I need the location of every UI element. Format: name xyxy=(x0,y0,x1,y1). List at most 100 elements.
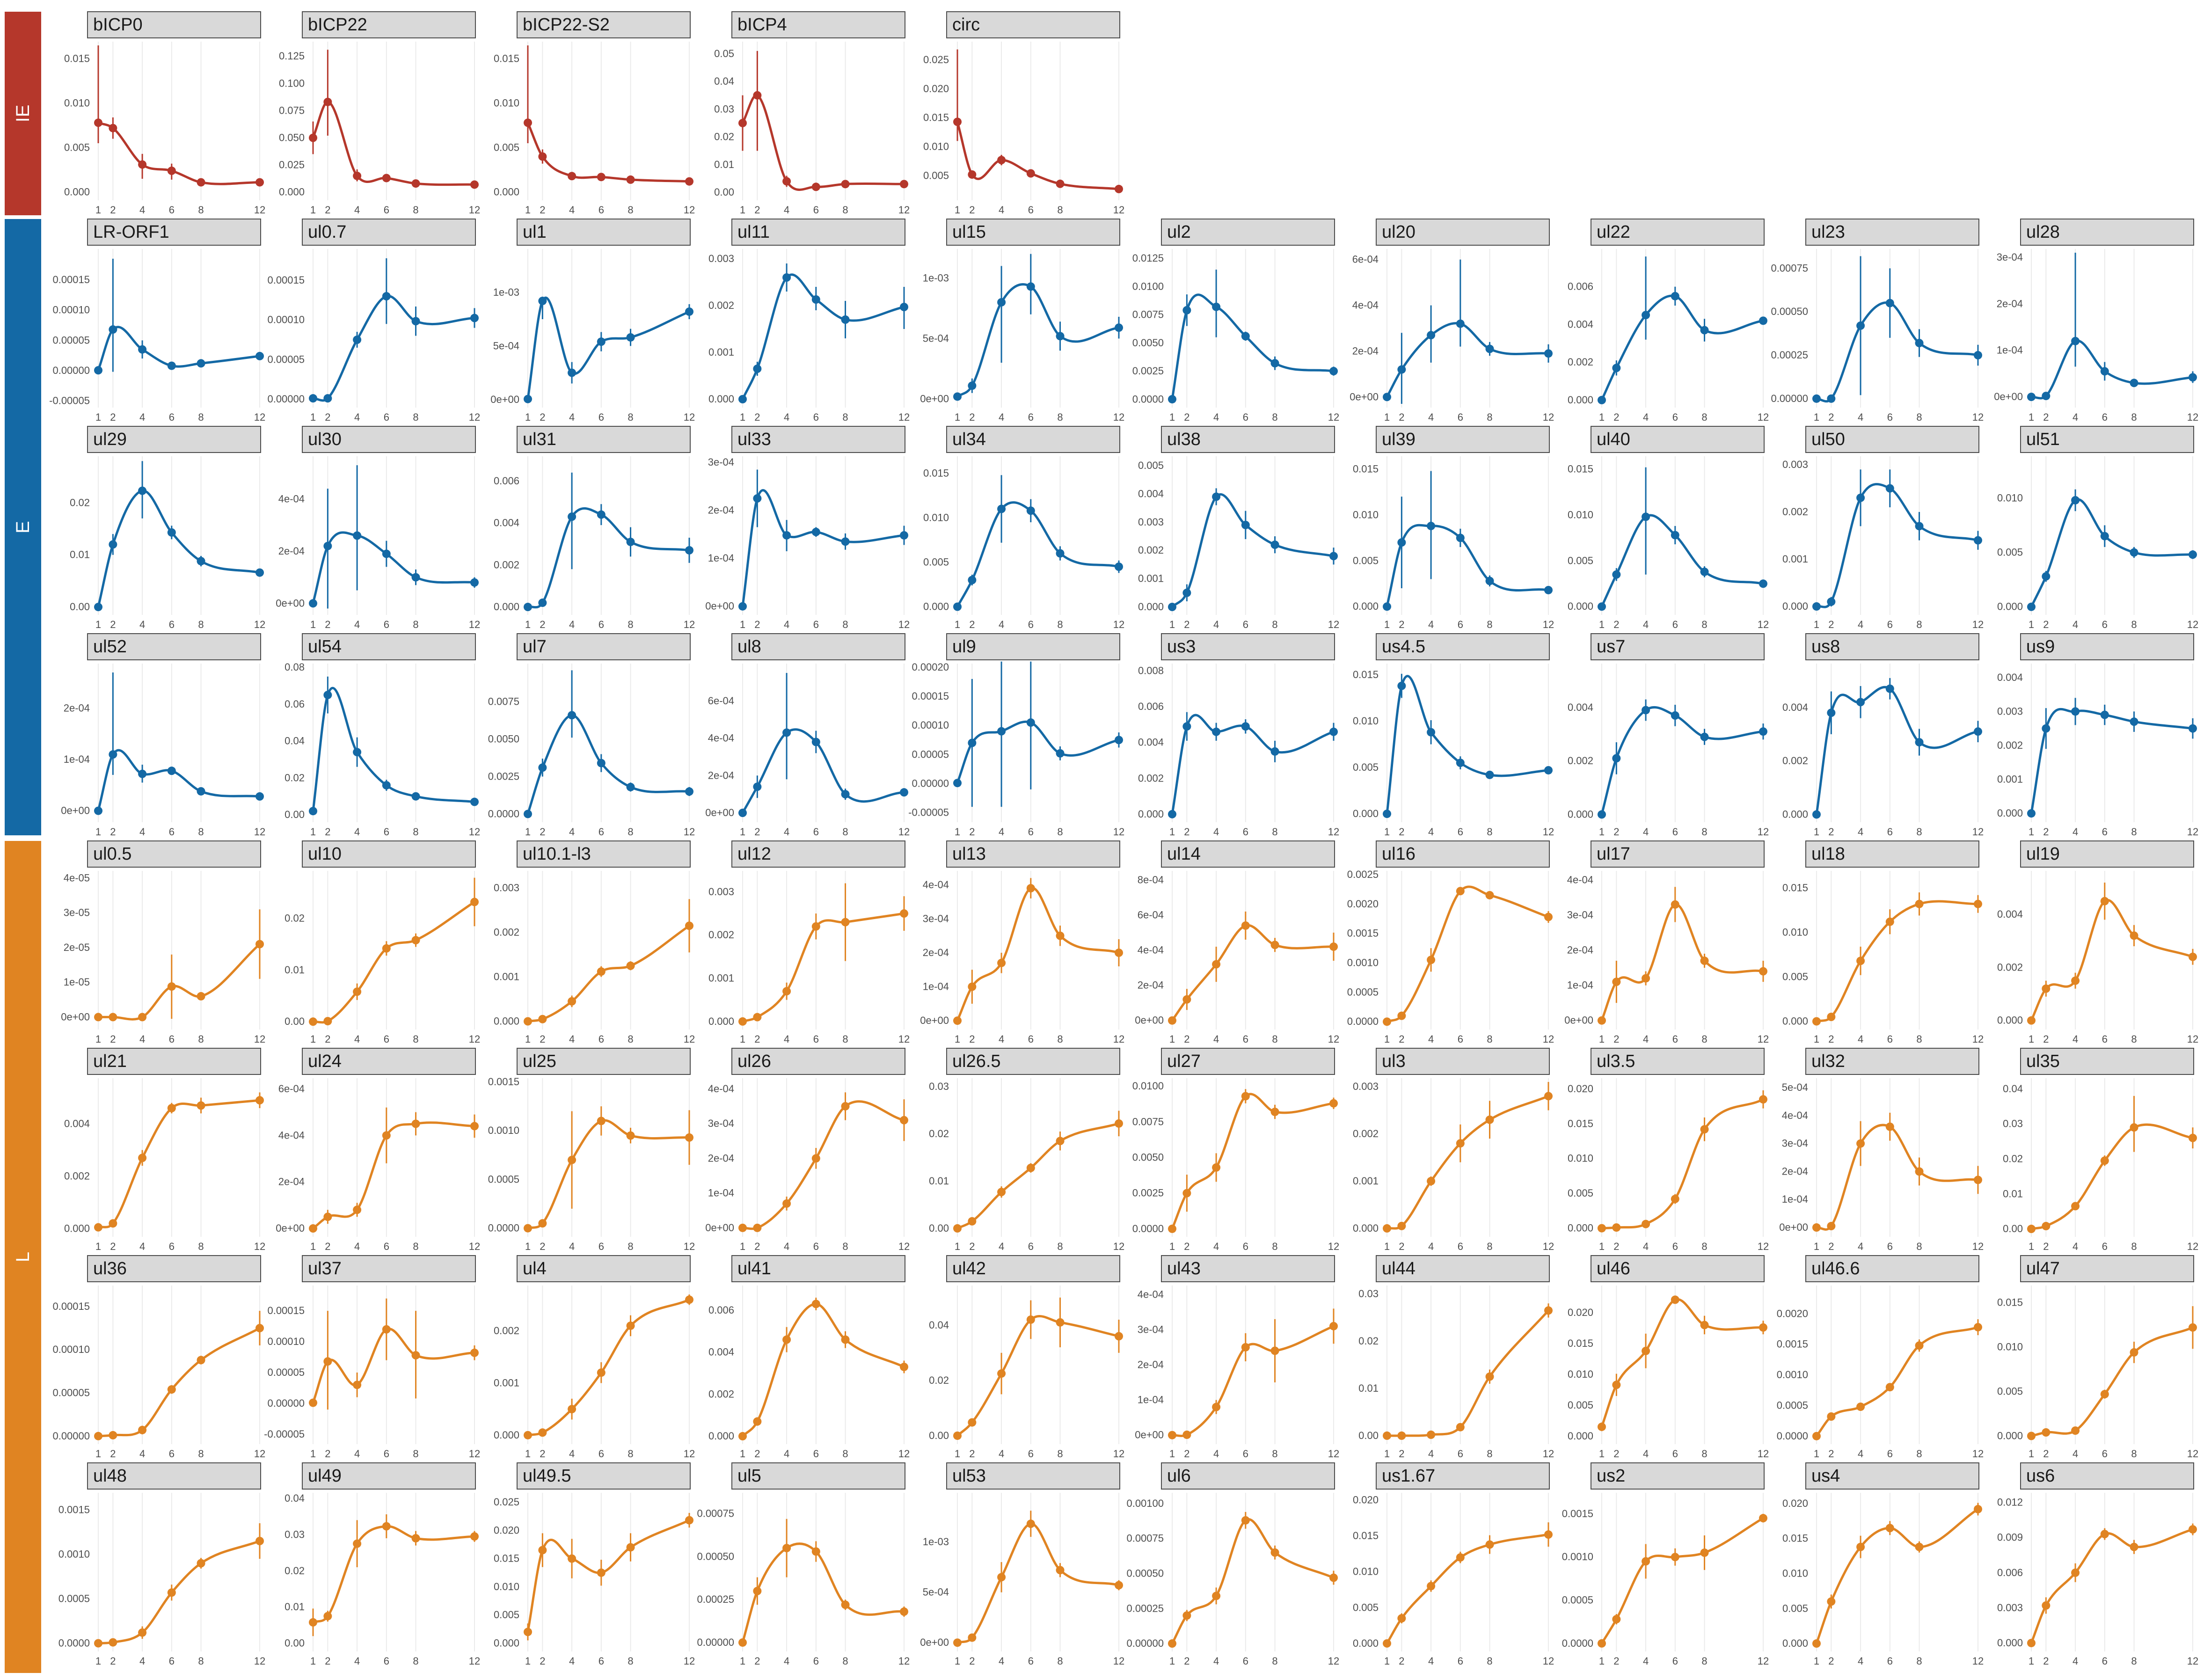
x-tick-label: 1 xyxy=(955,411,960,423)
series-line xyxy=(1386,885,1549,1023)
data-point xyxy=(1974,899,1982,908)
x-tick-label: 1 xyxy=(525,1655,531,1667)
x-tick-label: 8 xyxy=(1487,826,1492,838)
series-line xyxy=(527,925,690,1023)
x-tick-label: 6 xyxy=(813,826,819,838)
x-tick-label: 2 xyxy=(2043,826,2049,838)
y-tick-label: 0.010 xyxy=(1568,509,1593,520)
y-tick-label: 0.010 xyxy=(1568,1153,1593,1164)
data-point xyxy=(1212,492,1221,501)
panel-title: ul21 xyxy=(93,1052,127,1071)
panel-title: ul8 xyxy=(737,637,761,657)
data-point xyxy=(2042,1222,2050,1231)
x-tick-label: 4 xyxy=(2072,1448,2078,1460)
data-point xyxy=(811,1154,820,1163)
panel-strip xyxy=(517,1048,691,1075)
data-point xyxy=(1598,602,1606,611)
y-tick-label: 0.00005 xyxy=(52,334,90,346)
data-point xyxy=(953,1431,962,1440)
y-tick-label: 0.00100 xyxy=(1126,1497,1164,1509)
x-tick-label: 8 xyxy=(842,1241,848,1252)
y-tick-label: 1e-03 xyxy=(923,272,949,284)
panel-title: us8 xyxy=(1811,637,1840,657)
data-point xyxy=(1642,1346,1650,1355)
y-tick-label: 0.050 xyxy=(279,132,305,144)
x-tick-label: 8 xyxy=(1916,1033,1922,1045)
data-point xyxy=(1671,292,1679,300)
y-tick-label: 0.004 xyxy=(1997,908,2023,920)
data-point xyxy=(1885,484,1894,493)
data-point xyxy=(1270,941,1279,950)
data-point xyxy=(1427,956,1436,964)
panel-strip xyxy=(1376,426,1550,453)
panel-title: us6 xyxy=(2026,1466,2055,1486)
series-line xyxy=(1816,483,1978,608)
data-point xyxy=(411,792,420,801)
x-tick-label: 2 xyxy=(754,1448,760,1460)
x-tick-label: 8 xyxy=(2131,1241,2137,1252)
panel-title: ul48 xyxy=(93,1466,127,1486)
series-line xyxy=(312,101,475,186)
x-tick-label: 2 xyxy=(969,411,975,423)
x-tick-label: 4 xyxy=(1428,1241,1434,1252)
y-tick-label: 0.125 xyxy=(279,50,305,62)
y-tick-label: 2e-04 xyxy=(923,947,949,958)
panel-strip xyxy=(946,1255,1120,1282)
series-line xyxy=(1171,493,1334,608)
data-point xyxy=(323,691,332,700)
y-tick-label: 0.00050 xyxy=(1771,306,1808,317)
y-tick-label: 0.000 xyxy=(64,1222,90,1234)
data-point xyxy=(138,769,147,778)
x-tick-label: 4 xyxy=(1858,619,1863,630)
y-tick-label: 0.0010 xyxy=(1347,957,1379,969)
y-tick-label: 0.012 xyxy=(1997,1497,2023,1508)
panel-strip xyxy=(946,11,1120,38)
x-tick-label: 8 xyxy=(2131,1655,2137,1667)
x-tick-label: 2 xyxy=(1828,1448,1834,1460)
data-point xyxy=(1427,728,1436,737)
x-tick-label: 2 xyxy=(1613,1033,1619,1045)
x-tick-label: 4 xyxy=(1213,826,1219,838)
series-line xyxy=(97,489,260,607)
y-tick-label: 0.002 xyxy=(494,1325,519,1337)
series-line xyxy=(1386,322,1549,398)
series-line xyxy=(97,749,260,811)
y-tick-label: 0.015 xyxy=(1782,1533,1808,1544)
x-tick-label: 6 xyxy=(384,411,389,423)
panel-strip xyxy=(1161,1048,1335,1075)
y-tick-label: 0.000 xyxy=(1353,808,1379,819)
x-tick-label: 1 xyxy=(525,1241,531,1252)
panel-strip xyxy=(517,219,691,246)
data-point xyxy=(1974,727,1982,736)
x-tick-label: 2 xyxy=(110,1033,116,1045)
x-tick-label: 4 xyxy=(999,204,1004,216)
series-line xyxy=(1171,1093,1334,1229)
panel-title: ul29 xyxy=(93,430,127,449)
series-line xyxy=(1600,1517,1764,1644)
data-point xyxy=(1885,1524,1894,1533)
y-tick-label: 0.010 xyxy=(64,97,90,109)
x-tick-label: 1 xyxy=(740,204,745,216)
y-tick-label: 0e+00 xyxy=(1994,391,2023,402)
data-point xyxy=(1915,1542,1924,1551)
series-line xyxy=(1171,924,1334,1022)
x-tick-label: 12 xyxy=(898,1033,910,1045)
y-tick-label: 0.020 xyxy=(1782,1497,1808,1509)
data-point xyxy=(968,1418,977,1427)
x-tick-label: 1 xyxy=(95,1241,101,1252)
panel-strip xyxy=(302,11,476,38)
y-tick-label: 0.010 xyxy=(1353,1566,1379,1578)
x-tick-label: 1 xyxy=(310,411,316,423)
y-tick-label: 0.00000 xyxy=(1771,393,1808,404)
y-tick-label: 0.00025 xyxy=(1771,349,1808,361)
x-tick-label: 4 xyxy=(784,1033,789,1045)
x-tick-label: 8 xyxy=(1487,619,1492,630)
y-tick-label: 0e+00 xyxy=(1135,1429,1164,1441)
data-point xyxy=(109,750,117,759)
